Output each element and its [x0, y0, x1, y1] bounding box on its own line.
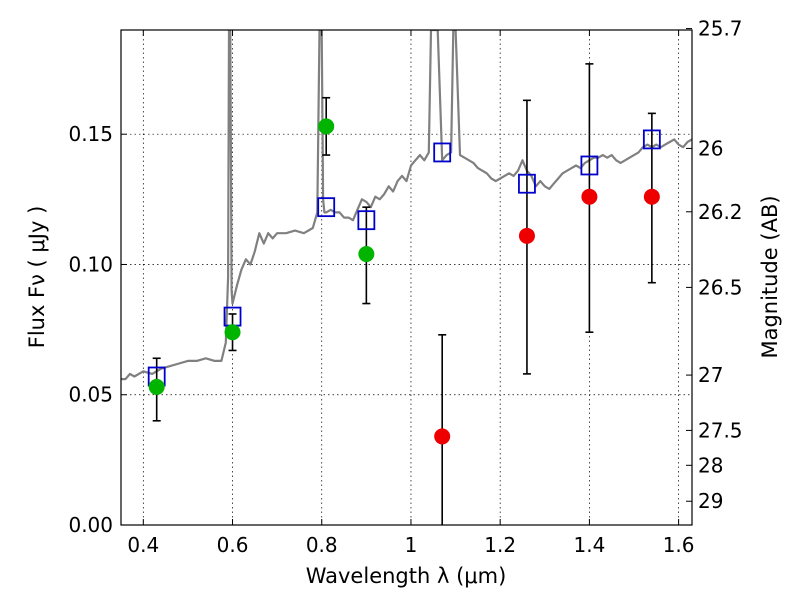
limit-point [643, 188, 660, 205]
limit-point [581, 188, 598, 205]
mag-tick-label: 27.5 [698, 418, 743, 442]
ticks: 0.4 0.6 0.8 1 1.2 1.4 1.6 0.00 0.05 0.10 0.15 25.7 2… [68, 17, 742, 557]
y-tick-label: 0.15 [68, 122, 113, 146]
x-tick-label: 0.6 [217, 533, 249, 557]
detection-point [224, 324, 241, 341]
mag-tick-label: 27 [698, 363, 723, 387]
x-tick-label: 1.4 [573, 533, 605, 557]
grid [121, 30, 692, 526]
limit-point [518, 227, 535, 244]
x-tick-label: 1 [405, 533, 418, 557]
y-tick-label: 0.10 [68, 252, 113, 276]
model-point-square [642, 129, 661, 150]
model-spectrum-line [121, 30, 692, 381]
plot-frame [120, 29, 693, 526]
detection-point [148, 378, 165, 395]
model-point-square [580, 155, 599, 176]
mag-tick-label: 29 [698, 489, 723, 513]
x-tick-label: 1.2 [484, 533, 516, 557]
detection-point [358, 246, 375, 263]
detection-point [318, 118, 335, 135]
mag-tick-label: 26.2 [698, 200, 743, 224]
x-tick-label: 1.6 [663, 533, 695, 557]
model-point-square [518, 173, 536, 194]
x-axis-title: Wavelength λ (μm) [306, 564, 507, 588]
y-tick-label: 0.00 [68, 513, 113, 537]
y-tick-label: 0.05 [68, 383, 113, 407]
mag-tick-label: 28 [698, 453, 723, 477]
x-tick-label: 0.4 [127, 533, 159, 557]
model-point-square [357, 210, 376, 231]
plot-data [121, 30, 692, 525]
limit-point [434, 428, 451, 445]
y2-axis-title: Magnitude (AB) [758, 195, 782, 358]
model-point-square [433, 142, 452, 163]
mag-tick-label: 26 [698, 136, 723, 160]
model-point-square [317, 197, 336, 218]
y-axis-title: Flux Fν ( μJy ) [25, 206, 49, 349]
mag-tick-label: 25.7 [698, 17, 743, 41]
mag-tick-label: 26.5 [698, 275, 743, 299]
x-tick-label: 0.8 [306, 533, 338, 557]
